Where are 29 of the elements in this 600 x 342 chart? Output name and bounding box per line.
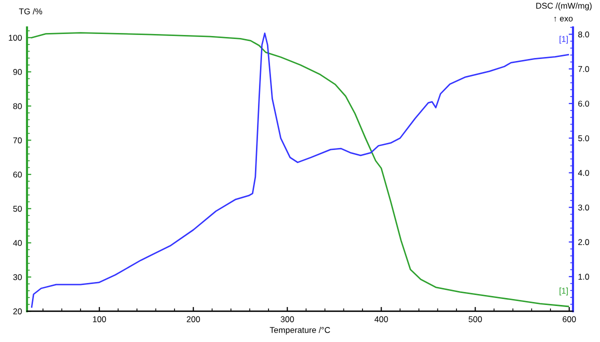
y-axis-title: TG /% (19, 8, 42, 14)
y-tick-label: 30 (13, 274, 22, 280)
y-tick-label: 20 (13, 308, 22, 314)
y-tick-label: 80 (13, 103, 22, 110)
text: ↑ exo (554, 16, 573, 22)
y2-tick-label: 6.0 (578, 100, 590, 107)
x-tick-label: 200 (186, 316, 200, 322)
y-tick-label: 40 (13, 240, 22, 246)
y2-tick-label: 3.0 (578, 204, 590, 210)
y2-tick-label: 5.0 (578, 135, 590, 142)
annotation: [1] (560, 36, 568, 44)
y-tick-label: 100 (8, 34, 22, 41)
y2-tick-label: 4.0 (578, 170, 590, 176)
annotation: [1] (560, 288, 568, 296)
x-axis-title: Temperature /°C (270, 326, 330, 335)
y2-axis-title: DSC /(mW/mg) (536, 2, 592, 10)
x-tick-label: 300 (280, 316, 294, 322)
x-tick-label: 600 (562, 316, 576, 322)
y2-tick-label: 7.0 (578, 66, 590, 72)
x-tick-label: 100 (93, 316, 106, 322)
y-tick-label: 70 (13, 137, 22, 144)
y2-tick-label: 1.0 (578, 274, 590, 280)
y2-tick-label: 2.0 (578, 239, 590, 246)
x-tick-label: 500 (468, 316, 482, 322)
x-tick-label: 400 (374, 316, 388, 322)
y-tick-label: 50 (13, 206, 22, 212)
y2-tick-label: 8.0 (578, 31, 590, 38)
y-tick-label: 90 (13, 69, 22, 75)
y-tick-label: 60 (13, 172, 22, 178)
